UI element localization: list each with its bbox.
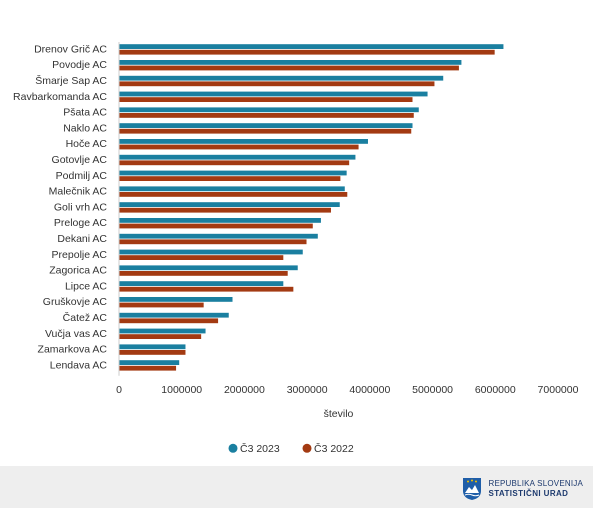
category-label: Podmilj AC (56, 170, 108, 182)
bar (119, 365, 177, 371)
bar (119, 312, 229, 318)
bar (119, 218, 321, 223)
bar (119, 297, 233, 302)
bar (119, 255, 284, 260)
category-label: Goli vrh AC (54, 201, 108, 213)
bar (119, 144, 359, 150)
x-tick-label: 0 (116, 384, 122, 396)
category-label: Zamarkova AC (38, 344, 108, 356)
bar (119, 302, 204, 308)
x-tick-label: 6000000 (475, 384, 516, 396)
bar (119, 192, 348, 197)
bar (119, 202, 340, 207)
bar (119, 360, 180, 365)
bar (119, 113, 414, 118)
x-tick-label: 2000000 (224, 384, 265, 396)
category-label: Čatež AC (63, 311, 108, 324)
bar (119, 139, 368, 144)
category-label: Zagorica AC (49, 265, 107, 277)
bar (119, 97, 413, 102)
category-label: Naklo AC (63, 122, 107, 134)
bar (119, 65, 459, 71)
bar (119, 81, 435, 87)
bar (119, 91, 428, 97)
bar (119, 44, 504, 49)
x-tick-label: 7000000 (538, 384, 579, 396)
bar (119, 207, 331, 213)
category-label: Drenov Grič AC (34, 43, 107, 55)
bar (119, 107, 419, 113)
bar (119, 271, 288, 276)
logo-text-line1: REPUBLIKA SLOVENIJA (488, 479, 583, 488)
category-label: Dekani AC (57, 233, 107, 245)
category-label: Ravbarkomanda AC (13, 91, 107, 103)
bar (119, 128, 412, 134)
bar (119, 223, 313, 229)
bar (119, 123, 413, 128)
bar (119, 334, 202, 339)
category-label: Gotovlje AC (52, 154, 108, 166)
category-label: Povodje AC (52, 59, 107, 71)
bar (119, 233, 318, 239)
bar-chart: Drenov Grič AC Povodje AC Šmarje Sap AC Rav… (13, 42, 579, 455)
bar (119, 328, 206, 334)
footer-bar: REPUBLIKA SLOVENIJA STATISTIČNI URAD (0, 466, 593, 508)
legend-label: Č3 2023 (240, 442, 280, 455)
bar (119, 49, 495, 55)
bar (119, 318, 219, 324)
category-label: Prepolje AC (52, 249, 108, 261)
x-tick-label: 1000000 (161, 384, 202, 396)
x-tick-label: 4000000 (349, 384, 390, 396)
category-label: Lendava AC (50, 359, 108, 371)
legend-label: Č3 2022 (314, 442, 354, 455)
category-label: Vučja vas AC (45, 328, 107, 340)
legend-marker (228, 443, 238, 453)
bar (119, 265, 298, 271)
statistical-office-logo[interactable]: REPUBLIKA SLOVENIJA STATISTIČNI URAD (462, 476, 583, 502)
category-label: Lipce AC (65, 280, 107, 292)
bar (119, 350, 186, 355)
bar (119, 286, 294, 292)
bar (119, 75, 444, 81)
bar (119, 160, 350, 166)
category-label: Preloge AC (54, 217, 108, 229)
category-label: Pšata AC (63, 107, 107, 119)
x-axis-title: število (324, 408, 354, 420)
bar (119, 60, 462, 65)
bar (119, 281, 284, 286)
x-tick-label: 3000000 (287, 384, 328, 396)
category-label: Malečnik AC (49, 186, 108, 198)
logo-text-line2: STATISTIČNI URAD (488, 489, 569, 498)
slovenia-shield-icon (463, 478, 482, 500)
bar (119, 239, 307, 245)
bar (119, 176, 341, 181)
bar (119, 344, 186, 350)
bar (119, 154, 356, 160)
category-label: Gruškovje AC (43, 296, 108, 308)
category-label: Šmarje Sap AC (35, 74, 107, 87)
legend-marker (302, 443, 312, 453)
bar (119, 249, 303, 255)
x-tick-label: 5000000 (412, 384, 453, 396)
bar (119, 186, 345, 192)
bar (119, 170, 347, 176)
category-label: Hoče AC (66, 138, 108, 150)
